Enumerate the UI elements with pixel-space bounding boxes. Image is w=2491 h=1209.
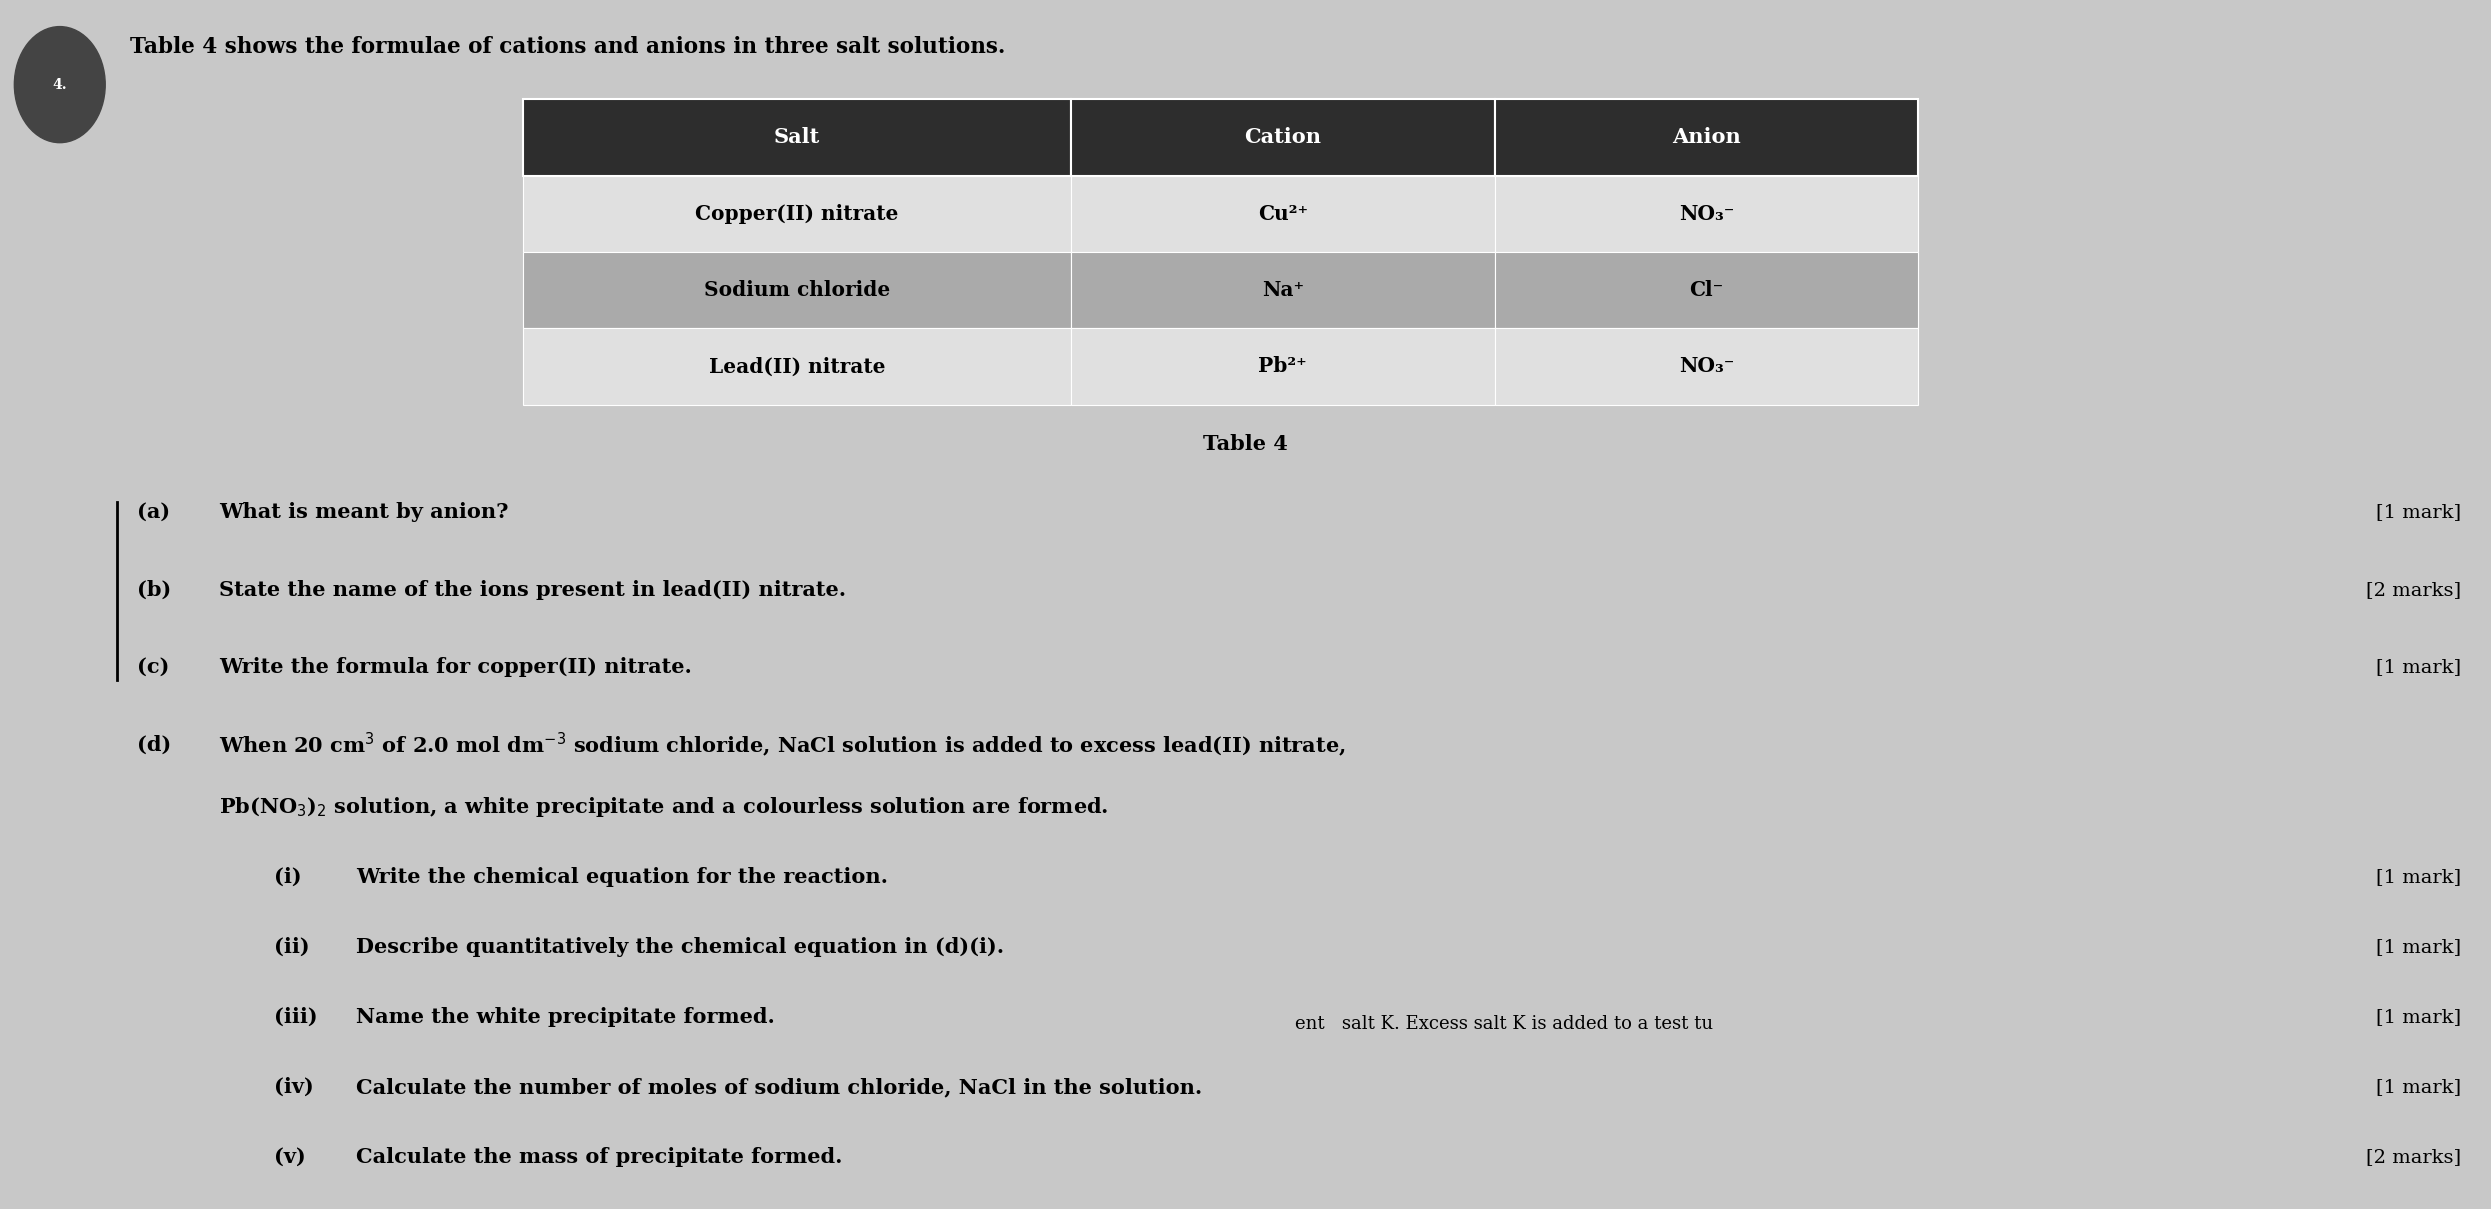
Text: Salt: Salt bbox=[775, 127, 820, 147]
Text: Calculate the mass of precipitate formed.: Calculate the mass of precipitate formed… bbox=[356, 1147, 842, 1167]
Text: Table 4 shows the formulae of cations and anions in three salt solutions.: Table 4 shows the formulae of cations an… bbox=[130, 36, 1004, 58]
FancyBboxPatch shape bbox=[1071, 175, 1495, 251]
Text: (v): (v) bbox=[274, 1147, 306, 1167]
Text: Anion: Anion bbox=[1671, 127, 1741, 147]
FancyBboxPatch shape bbox=[1495, 329, 1918, 405]
Text: [2 marks]: [2 marks] bbox=[2366, 580, 2461, 598]
Text: Copper(II) nitrate: Copper(II) nitrate bbox=[695, 204, 899, 224]
FancyBboxPatch shape bbox=[1495, 175, 1918, 251]
Text: [1 mark]: [1 mark] bbox=[2376, 868, 2461, 886]
FancyBboxPatch shape bbox=[523, 329, 1071, 405]
Text: [1 mark]: [1 mark] bbox=[2376, 658, 2461, 676]
Text: NO₃⁻: NO₃⁻ bbox=[1679, 204, 1734, 224]
Text: Name the white precipitate formed.: Name the white precipitate formed. bbox=[356, 1007, 775, 1028]
FancyBboxPatch shape bbox=[1071, 99, 1495, 175]
FancyBboxPatch shape bbox=[1495, 251, 1918, 329]
Text: [1 mark]: [1 mark] bbox=[2376, 503, 2461, 521]
FancyBboxPatch shape bbox=[1071, 329, 1495, 405]
Text: (ii): (ii) bbox=[274, 937, 309, 958]
FancyBboxPatch shape bbox=[523, 251, 1071, 329]
Text: (d): (d) bbox=[137, 734, 172, 754]
Text: Cu²⁺: Cu²⁺ bbox=[1258, 204, 1308, 224]
Text: Sodium chloride: Sodium chloride bbox=[705, 280, 889, 300]
Circle shape bbox=[15, 27, 105, 143]
Text: Table 4: Table 4 bbox=[1203, 434, 1288, 455]
Text: Calculate the number of moles of sodium chloride, NaCl in the solution.: Calculate the number of moles of sodium … bbox=[356, 1077, 1203, 1098]
Text: State the name of the ions present in lead(II) nitrate.: State the name of the ions present in le… bbox=[219, 579, 847, 600]
Text: (i): (i) bbox=[274, 867, 301, 887]
Text: What is meant by anion?: What is meant by anion? bbox=[219, 502, 508, 522]
FancyBboxPatch shape bbox=[523, 175, 1071, 251]
Text: [1 mark]: [1 mark] bbox=[2376, 938, 2461, 956]
Text: Cl⁻: Cl⁻ bbox=[1689, 280, 1724, 300]
Text: Write the formula for copper(II) nitrate.: Write the formula for copper(II) nitrate… bbox=[219, 656, 692, 677]
Text: Write the chemical equation for the reaction.: Write the chemical equation for the reac… bbox=[356, 867, 889, 887]
Text: Describe quantitatively the chemical equation in (d)(i).: Describe quantitatively the chemical equ… bbox=[356, 937, 1004, 958]
Text: Lead(II) nitrate: Lead(II) nitrate bbox=[710, 357, 884, 376]
Text: NO₃⁻: NO₃⁻ bbox=[1679, 357, 1734, 376]
Text: (b): (b) bbox=[137, 579, 172, 600]
Text: (iv): (iv) bbox=[274, 1077, 314, 1098]
Text: Cation: Cation bbox=[1246, 127, 1320, 147]
Text: Na⁺: Na⁺ bbox=[1263, 280, 1303, 300]
Text: [2 marks]: [2 marks] bbox=[2366, 1149, 2461, 1167]
Text: [1 mark]: [1 mark] bbox=[2376, 1008, 2461, 1026]
Text: (a): (a) bbox=[137, 502, 169, 522]
FancyBboxPatch shape bbox=[1495, 99, 1918, 175]
FancyBboxPatch shape bbox=[523, 99, 1071, 175]
Text: (iii): (iii) bbox=[274, 1007, 319, 1028]
Text: Pb²⁺: Pb²⁺ bbox=[1258, 357, 1308, 376]
Text: [1 mark]: [1 mark] bbox=[2376, 1078, 2461, 1097]
Text: (c): (c) bbox=[137, 656, 169, 677]
Text: 4.: 4. bbox=[52, 77, 67, 92]
Text: ent   salt K. Excess salt K is added to a test tu: ent salt K. Excess salt K is added to a … bbox=[1295, 1016, 1714, 1034]
Text: When 20 cm$^3$ of 2.0 mol dm$^{-3}$ sodium chloride, NaCl solution is added to e: When 20 cm$^3$ of 2.0 mol dm$^{-3}$ sodi… bbox=[219, 730, 1345, 758]
Text: Pb(NO$_3$)$_2$ solution, a white precipitate and a colourless solution are forme: Pb(NO$_3$)$_2$ solution, a white precipi… bbox=[219, 796, 1108, 818]
FancyBboxPatch shape bbox=[1071, 251, 1495, 329]
